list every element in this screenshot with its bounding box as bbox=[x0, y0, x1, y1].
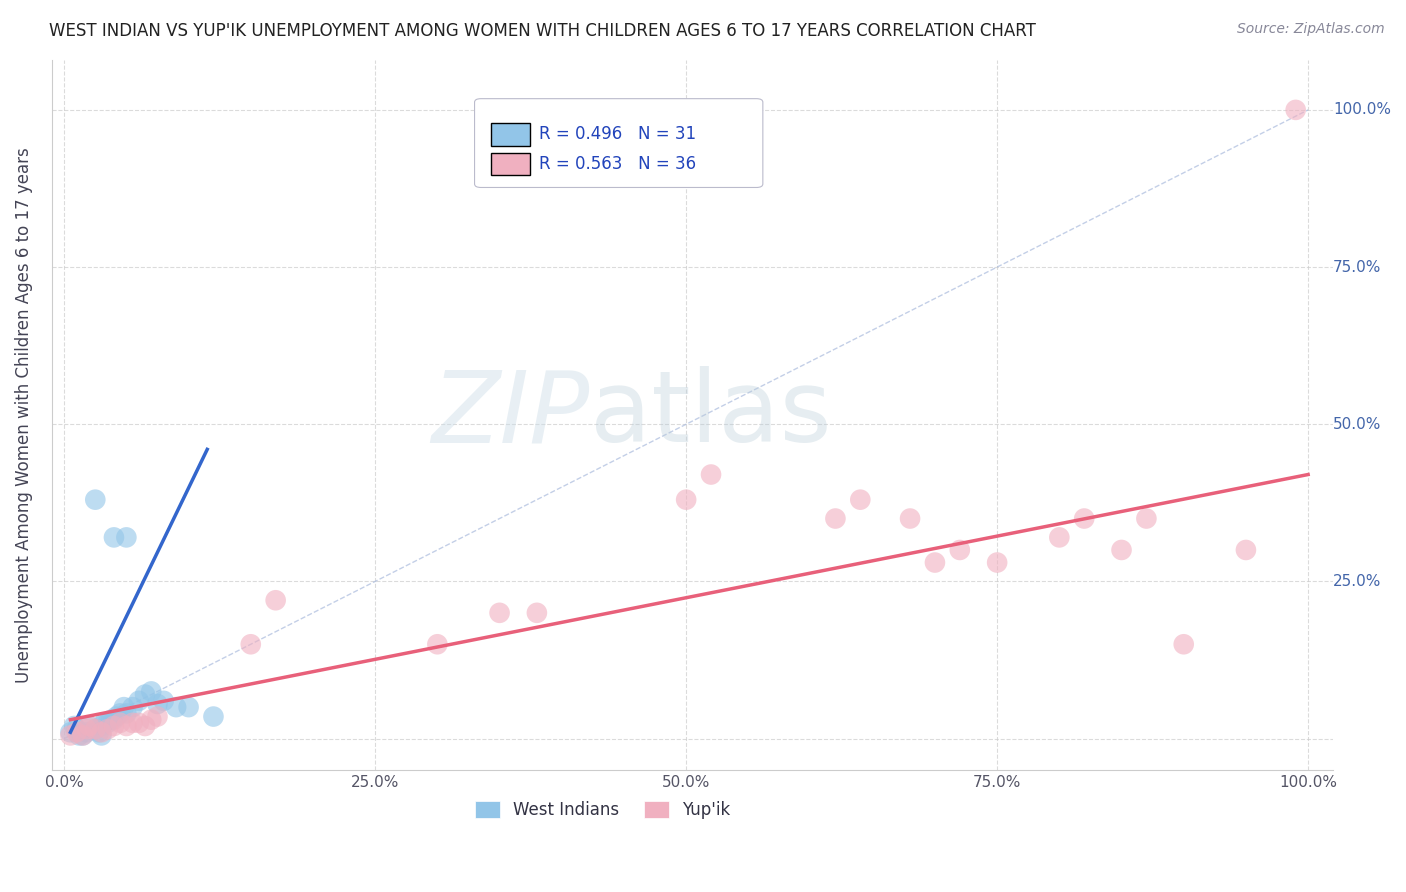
Point bbox=[121, 700, 143, 714]
Text: 75.0%: 75.0% bbox=[1333, 260, 1381, 275]
Point bbox=[84, 722, 107, 736]
Point bbox=[128, 694, 150, 708]
Point bbox=[1135, 511, 1157, 525]
Point bbox=[1047, 530, 1070, 544]
Point bbox=[134, 688, 156, 702]
Point bbox=[134, 719, 156, 733]
Point bbox=[59, 725, 82, 739]
Point bbox=[898, 511, 921, 525]
Point bbox=[141, 713, 163, 727]
Point bbox=[146, 709, 169, 723]
Point bbox=[986, 556, 1008, 570]
Point bbox=[141, 684, 163, 698]
Point bbox=[105, 709, 128, 723]
Point bbox=[76, 725, 98, 739]
Point bbox=[103, 719, 125, 733]
Legend: West Indians, Yup'ik: West Indians, Yup'ik bbox=[468, 794, 737, 826]
Point bbox=[77, 719, 100, 733]
Point bbox=[1111, 543, 1133, 558]
Point bbox=[103, 530, 125, 544]
Point bbox=[90, 725, 112, 739]
Point bbox=[128, 715, 150, 730]
Point bbox=[824, 511, 846, 525]
Point bbox=[121, 715, 143, 730]
Point bbox=[526, 606, 548, 620]
Point bbox=[84, 722, 107, 736]
Point bbox=[72, 728, 94, 742]
Point bbox=[1234, 543, 1257, 558]
Y-axis label: Unemployment Among Women with Children Ages 6 to 17 years: Unemployment Among Women with Children A… bbox=[15, 147, 32, 682]
Point bbox=[108, 715, 131, 730]
Point bbox=[426, 637, 449, 651]
Point bbox=[488, 606, 510, 620]
Point bbox=[1073, 511, 1095, 525]
Point bbox=[152, 694, 174, 708]
FancyBboxPatch shape bbox=[475, 99, 763, 187]
Point bbox=[146, 697, 169, 711]
FancyBboxPatch shape bbox=[491, 153, 530, 176]
Point bbox=[177, 700, 200, 714]
Point bbox=[239, 637, 262, 651]
Text: Source: ZipAtlas.com: Source: ZipAtlas.com bbox=[1237, 22, 1385, 37]
Point bbox=[949, 543, 972, 558]
Point bbox=[115, 706, 138, 721]
Point bbox=[202, 709, 225, 723]
Point bbox=[77, 719, 100, 733]
Point bbox=[115, 719, 138, 733]
Text: ZIP: ZIP bbox=[432, 367, 591, 463]
Point bbox=[66, 725, 89, 739]
Point bbox=[97, 722, 120, 736]
Text: R = 0.563   N = 36: R = 0.563 N = 36 bbox=[538, 155, 696, 173]
Point bbox=[72, 728, 94, 742]
Text: atlas: atlas bbox=[591, 367, 831, 463]
Point bbox=[108, 706, 131, 721]
Text: 50.0%: 50.0% bbox=[1333, 417, 1381, 432]
Point bbox=[165, 700, 187, 714]
Point bbox=[700, 467, 723, 482]
Text: 100.0%: 100.0% bbox=[1333, 103, 1391, 118]
Point bbox=[87, 725, 110, 739]
Point bbox=[115, 530, 138, 544]
Point bbox=[66, 722, 89, 736]
Point bbox=[924, 556, 946, 570]
Point bbox=[90, 728, 112, 742]
Point bbox=[93, 715, 115, 730]
Point bbox=[675, 492, 697, 507]
Text: 25.0%: 25.0% bbox=[1333, 574, 1381, 589]
Point bbox=[1285, 103, 1308, 117]
Text: R = 0.496   N = 31: R = 0.496 N = 31 bbox=[538, 125, 696, 144]
Point bbox=[59, 728, 82, 742]
Point bbox=[90, 719, 112, 733]
Point bbox=[100, 713, 122, 727]
Point bbox=[103, 713, 125, 727]
Point bbox=[97, 715, 120, 730]
FancyBboxPatch shape bbox=[491, 123, 530, 145]
Point bbox=[84, 492, 107, 507]
Point bbox=[264, 593, 287, 607]
Text: WEST INDIAN VS YUP'IK UNEMPLOYMENT AMONG WOMEN WITH CHILDREN AGES 6 TO 17 YEARS : WEST INDIAN VS YUP'IK UNEMPLOYMENT AMONG… bbox=[49, 22, 1036, 40]
Point bbox=[1173, 637, 1195, 651]
Point bbox=[63, 719, 86, 733]
Point bbox=[849, 492, 872, 507]
Point bbox=[112, 700, 135, 714]
Point bbox=[67, 728, 90, 742]
Point bbox=[76, 722, 98, 736]
